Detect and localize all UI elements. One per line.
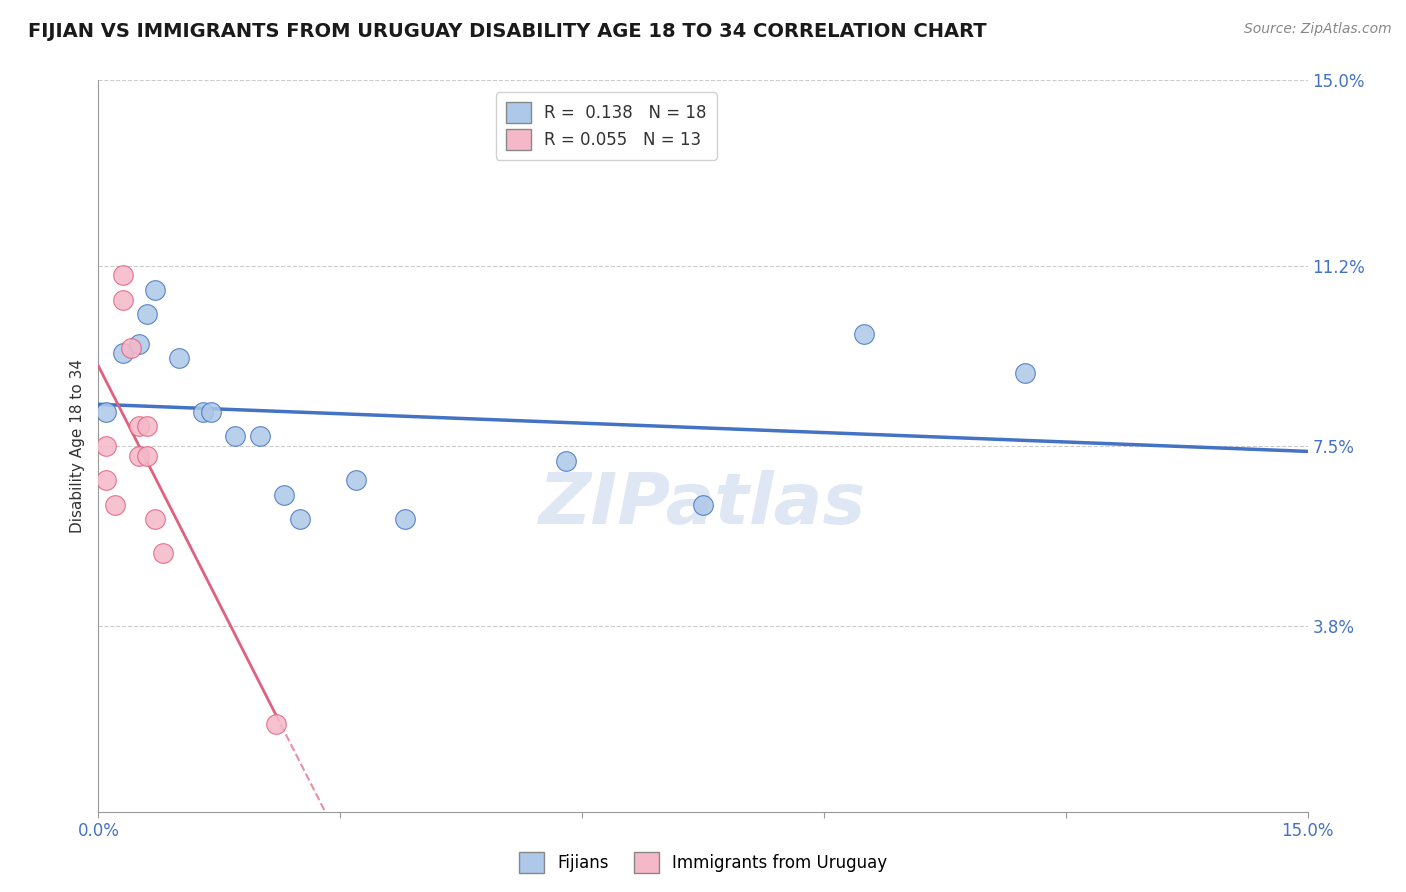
Point [96, 439, 118, 453]
Point [344, 473, 367, 487]
Point [224, 429, 246, 443]
Text: Source: ZipAtlas.com: Source: ZipAtlas.com [1244, 22, 1392, 37]
Legend: R =  0.138   N = 18, R = 0.055   N = 13: R = 0.138 N = 18, R = 0.055 N = 13 [496, 92, 717, 160]
Point [135, 449, 157, 463]
Point [128, 419, 150, 434]
Point [264, 717, 287, 731]
Point [167, 351, 190, 366]
Point [120, 342, 142, 356]
Point [96, 473, 118, 487]
Point [1014, 366, 1036, 380]
Point [128, 449, 150, 463]
Point [111, 268, 134, 283]
Point [103, 498, 125, 512]
Point [143, 283, 166, 297]
Point [96, 405, 118, 419]
Point [111, 293, 134, 307]
Point [692, 498, 714, 512]
Point [143, 512, 166, 526]
Text: FIJIAN VS IMMIGRANTS FROM URUGUAY DISABILITY AGE 18 TO 34 CORRELATION CHART: FIJIAN VS IMMIGRANTS FROM URUGUAY DISABI… [28, 22, 987, 41]
Point [128, 336, 150, 351]
Point [152, 546, 174, 560]
Point [135, 307, 157, 321]
Point [200, 405, 222, 419]
Legend: Fijians, Immigrants from Uruguay: Fijians, Immigrants from Uruguay [512, 846, 894, 880]
Point [273, 488, 295, 502]
Point [135, 419, 157, 434]
Point [288, 512, 311, 526]
Point [111, 346, 134, 360]
Point [394, 512, 416, 526]
Point [555, 453, 578, 467]
Y-axis label: Disability Age 18 to 34: Disability Age 18 to 34 [69, 359, 84, 533]
Point [853, 326, 876, 341]
Point [249, 429, 271, 443]
Text: ZIPatlas: ZIPatlas [540, 470, 866, 539]
Point [193, 405, 215, 419]
